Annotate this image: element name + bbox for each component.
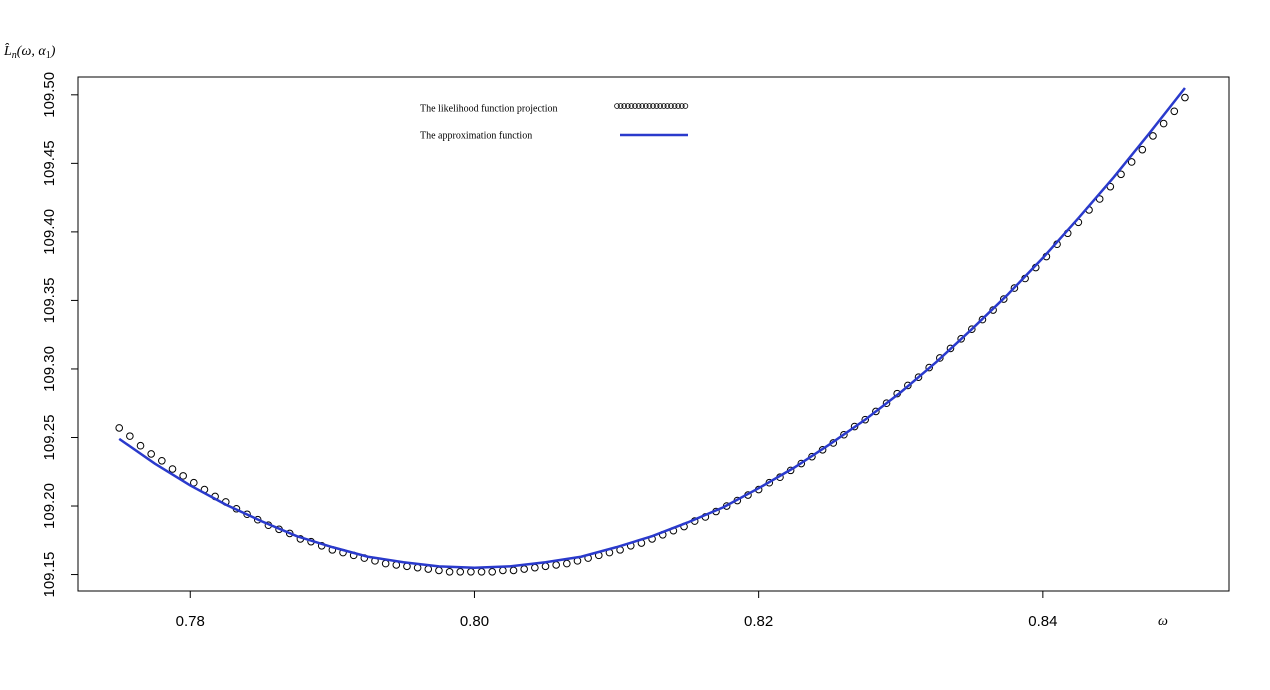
y-label-part: 1 xyxy=(46,50,51,61)
y-tick-label: 109.40 xyxy=(41,209,58,255)
legend-symbol xyxy=(664,103,671,109)
legend-symbol xyxy=(682,103,689,109)
y-tick-label: 109.45 xyxy=(41,140,58,186)
data-point xyxy=(115,424,124,432)
data-point xyxy=(872,407,880,416)
y-tick-label: 109.20 xyxy=(41,483,58,529)
data-point xyxy=(381,559,390,568)
plot-frame xyxy=(77,76,1230,592)
data-point xyxy=(850,422,859,431)
data-point xyxy=(1159,119,1168,128)
data-point xyxy=(1170,107,1179,116)
data-point xyxy=(136,441,145,450)
data-point xyxy=(1149,132,1157,140)
legend-symbol xyxy=(668,103,674,109)
data-point xyxy=(456,568,465,576)
data-line xyxy=(118,87,1186,569)
data-point xyxy=(936,354,944,362)
data-point xyxy=(158,456,166,465)
x-tick-label: 0.82 xyxy=(744,613,773,630)
y-label-part: (ω, α xyxy=(17,44,47,59)
data-point xyxy=(1010,284,1019,292)
data-point xyxy=(147,450,155,458)
legend-symbol xyxy=(614,103,620,109)
data-point xyxy=(978,315,987,324)
data-point xyxy=(520,565,528,573)
legend-symbol xyxy=(675,103,681,109)
legend-symbol xyxy=(657,103,663,109)
data-point xyxy=(509,566,518,575)
data-point xyxy=(467,568,475,576)
y-tick-label: 109.50 xyxy=(41,72,58,118)
data-point xyxy=(904,381,912,390)
legend-label: The approximation function xyxy=(420,130,532,141)
data-point xyxy=(499,566,507,575)
data-point xyxy=(968,325,976,334)
data-point xyxy=(1181,93,1189,102)
data-point xyxy=(541,562,550,571)
y-label-part: n xyxy=(12,50,17,61)
data-point xyxy=(840,430,848,439)
legend-symbol xyxy=(635,103,642,109)
legend-symbol xyxy=(621,103,627,109)
legend-symbol xyxy=(632,103,638,109)
data-point xyxy=(126,432,134,440)
y-tick-label: 109.25 xyxy=(41,415,58,461)
legend-symbol xyxy=(678,103,685,109)
y-tick-label: 109.15 xyxy=(41,552,58,598)
data-point xyxy=(424,565,433,573)
y-tick-label: 109.35 xyxy=(41,277,58,323)
legend-symbol xyxy=(650,103,656,109)
data-point xyxy=(531,563,539,572)
x-axis-label: ω xyxy=(1158,614,1168,629)
legend-symbol xyxy=(642,103,649,109)
legend-symbol xyxy=(617,103,624,109)
data-point xyxy=(552,561,560,569)
data-point xyxy=(168,465,177,473)
y-label-part: ) xyxy=(50,44,56,59)
data-point xyxy=(413,563,422,572)
data-point xyxy=(999,295,1008,303)
data-point xyxy=(435,566,443,575)
legend-symbol xyxy=(639,103,645,109)
data-point xyxy=(445,568,454,576)
data-point xyxy=(488,568,497,576)
data-point xyxy=(914,373,923,381)
x-tick-label: 0.80 xyxy=(460,613,489,630)
x-tick-label: 0.78 xyxy=(176,613,205,630)
data-point xyxy=(563,559,571,568)
legend-symbol xyxy=(671,103,678,109)
data-point xyxy=(1127,158,1136,166)
data-point xyxy=(179,472,187,480)
data-point xyxy=(957,334,965,343)
data-point xyxy=(946,344,955,353)
legend-label: The likelihood function projection xyxy=(420,103,557,114)
legend-symbol xyxy=(646,103,653,109)
y-tick-label: 109.30 xyxy=(41,346,58,392)
y-axis-label: L̂n(ω, α1) xyxy=(3,43,56,61)
y-label-part: L̂ xyxy=(3,43,12,59)
legend-symbol xyxy=(660,103,667,109)
data-point xyxy=(925,363,933,372)
data-point xyxy=(882,399,891,408)
data-point xyxy=(989,306,997,314)
legend-symbol xyxy=(628,103,635,109)
data-point xyxy=(1138,145,1147,154)
legend: The likelihood function projection The a… xyxy=(420,103,689,141)
legend-symbol xyxy=(624,103,631,109)
data-point xyxy=(477,568,486,576)
data-point xyxy=(797,459,806,468)
x-tick-label: 0.84 xyxy=(1028,613,1057,630)
legend-symbol xyxy=(653,103,660,109)
data-point xyxy=(861,415,870,424)
